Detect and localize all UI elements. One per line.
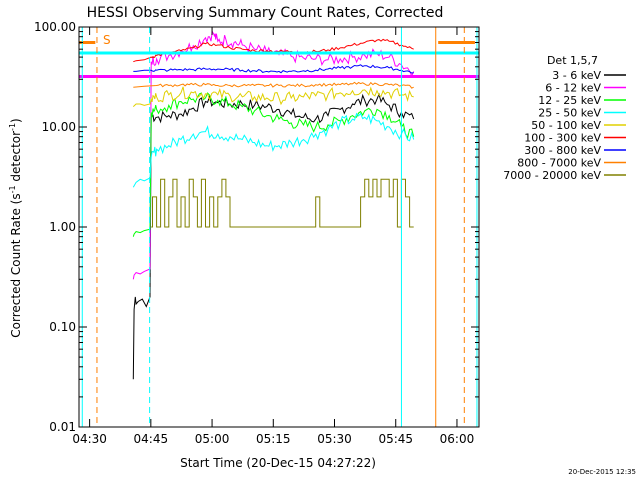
- x-tick-label-6: 06:00: [440, 432, 475, 446]
- series-line-100-300-kev: [133, 38, 414, 63]
- legend-title: Det 1,5,7: [547, 54, 598, 67]
- y-tick-layer: 100.00 10.00 1.00 0.10 0.01: [34, 20, 479, 434]
- series-line-300-800-kev: [133, 64, 414, 74]
- series-line-12-25-kev: [132, 92, 415, 237]
- y-tick-label-1: 10.00: [42, 120, 76, 134]
- y-axis-label-main: Corrected Count Rate (s: [9, 193, 23, 337]
- s-annotation: S: [103, 33, 111, 47]
- legend-label-100-300-kev: 100 - 300 keV: [524, 132, 601, 145]
- legend-label-300-800-kev: 300 - 800 keV: [524, 144, 601, 157]
- y-axis-label-sup1: -1: [8, 185, 17, 193]
- x-tick-label-5: 05:45: [378, 432, 413, 446]
- x-tick-label-3: 05:15: [256, 432, 291, 446]
- legend-label-25-50-kev: 25 - 50 keV: [538, 107, 601, 120]
- legend-label-3-6-kev: 3 - 6 keV: [552, 69, 601, 82]
- y-tick-label-3: 0.10: [49, 320, 76, 334]
- y-tick-label-4: 0.01: [49, 420, 76, 434]
- series-line-7000-20000-kev: [151, 178, 414, 228]
- chart-title: HESSI Observing Summary Count Rates, Cor…: [87, 5, 444, 21]
- series-line-3-6-kev: [132, 92, 415, 380]
- y-axis-label: Corrected Count Rate (s-1 detector-1): [8, 118, 23, 337]
- x-tick-label-2: 05:00: [195, 432, 230, 446]
- x-axis-label: Start Time (20-Dec-15 04:27:22): [180, 456, 376, 470]
- x-tick-label-1: 04:45: [134, 432, 169, 446]
- x-tick-label-4: 05:30: [317, 432, 352, 446]
- y-tick-label-2: 1.00: [49, 220, 76, 234]
- legend-label-50-100-kev: 50 - 100 keV: [531, 119, 601, 132]
- series-line-50-100-kev: [132, 86, 414, 107]
- y-axis-label-mid: detector: [9, 131, 23, 186]
- legend-label-800-7000-kev: 800 - 7000 keV: [517, 157, 601, 170]
- series-layer: [132, 30, 415, 380]
- overlay-layer: [79, 40, 479, 78]
- legend-label-7000-20000-kev: 7000 - 20000 keV: [503, 169, 601, 182]
- series-line-25-50-kev: [132, 112, 415, 188]
- y-axis-label-end: ): [9, 118, 23, 123]
- x-tick-label-0: 04:30: [72, 432, 107, 446]
- legend-label-6-12-kev: 6 - 12 keV: [545, 82, 601, 95]
- y-axis-label-sup2: -1: [8, 123, 17, 131]
- y-tick-label-0: 100.00: [34, 20, 76, 34]
- series-line-800-7000-kev: [133, 81, 414, 89]
- legend-label-12-25-kev: 12 - 25 keV: [538, 94, 601, 107]
- timestamp: 20-Dec-2015 12:35: [568, 468, 636, 476]
- x-tick-layer: 04:30 04:45 05:00 05:15 05:30 05:45 06:00: [72, 27, 474, 446]
